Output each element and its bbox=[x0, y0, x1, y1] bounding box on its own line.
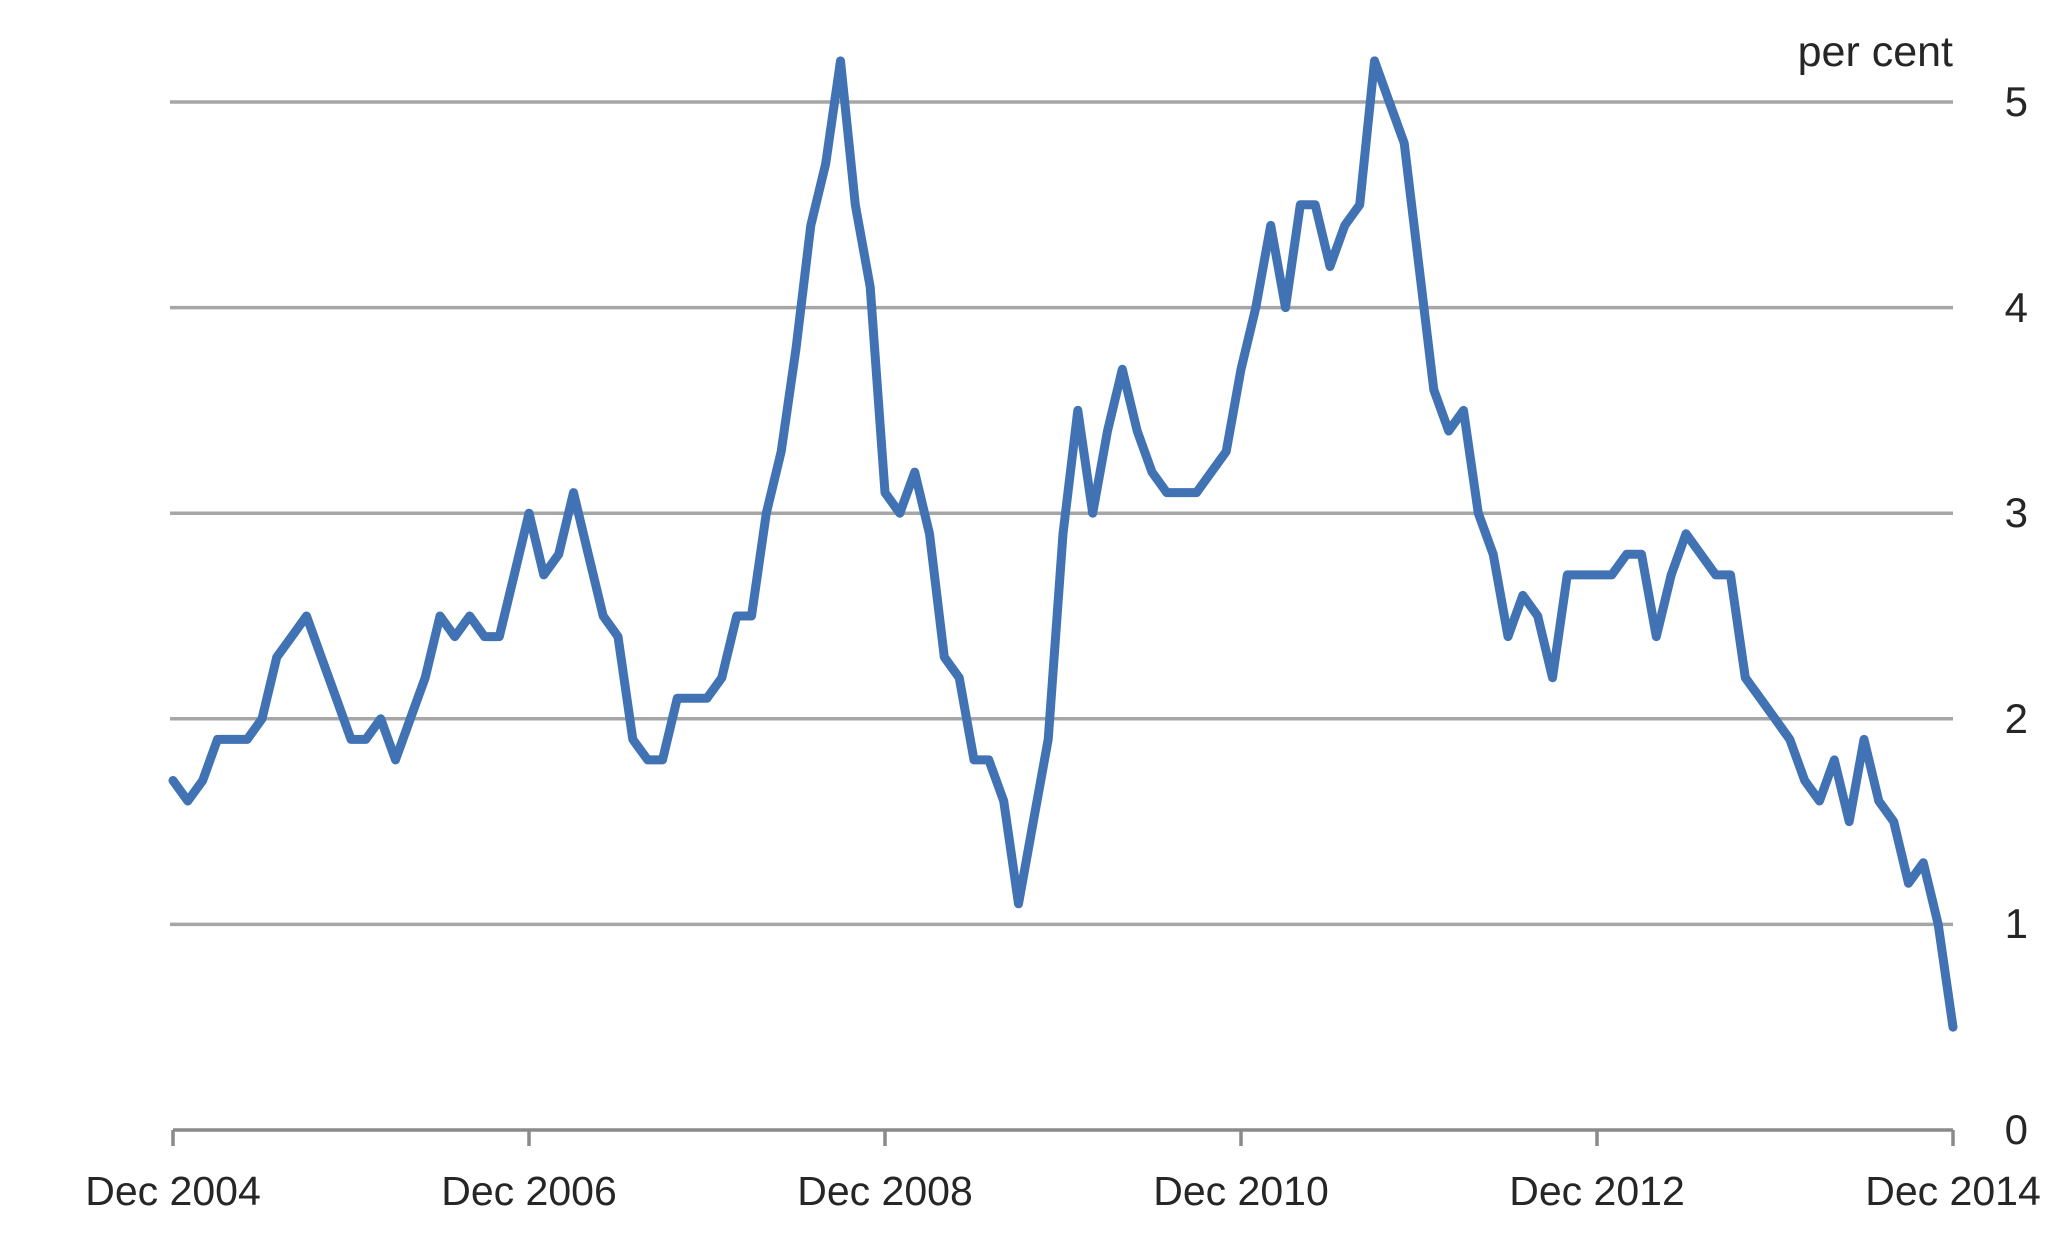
y-tick-label-2: 2 bbox=[2004, 695, 2028, 742]
y-tick-label-1: 1 bbox=[2004, 900, 2028, 947]
y-axis-unit-label: per cent bbox=[1797, 28, 1953, 76]
inflation-series-line bbox=[168, 56, 1958, 1032]
x-tick-label-dec-2012: Dec 2012 bbox=[1509, 1168, 1685, 1214]
x-tick-label-dec-2008: Dec 2008 bbox=[797, 1168, 973, 1214]
x-tick-label-dec-2006: Dec 2006 bbox=[441, 1168, 617, 1214]
y-tick-label-4: 4 bbox=[2004, 284, 2028, 331]
x-axis bbox=[171, 1128, 1955, 1146]
y-tick-label-5: 5 bbox=[2004, 78, 2028, 125]
x-tick-label-dec-2004: Dec 2004 bbox=[85, 1168, 261, 1214]
y-tick-label-0: 0 bbox=[2004, 1106, 2028, 1153]
y-tick-label-3: 3 bbox=[2004, 489, 2028, 536]
x-tick-label-dec-2010: Dec 2010 bbox=[1153, 1168, 1329, 1214]
x-tick-label-dec-2014: Dec 2014 bbox=[1865, 1168, 2041, 1214]
